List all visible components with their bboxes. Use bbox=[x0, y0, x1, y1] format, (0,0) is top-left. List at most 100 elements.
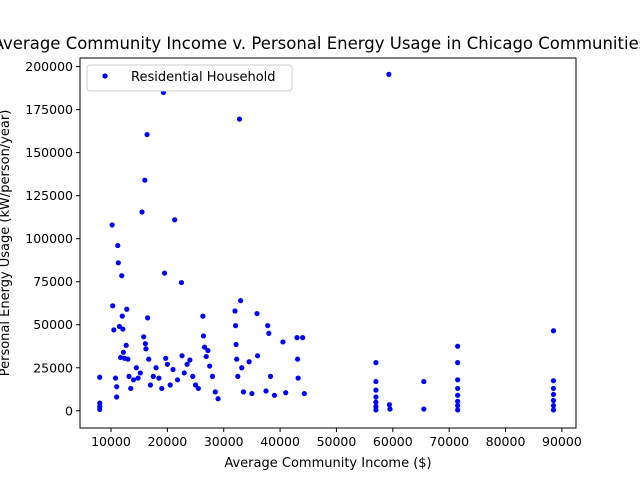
data-point bbox=[117, 354, 124, 361]
data-point bbox=[295, 375, 301, 381]
data-point bbox=[232, 308, 238, 314]
data-point bbox=[550, 403, 557, 409]
data-point bbox=[139, 209, 145, 215]
x-tick-label: 30000 bbox=[204, 434, 244, 449]
data-point bbox=[265, 323, 271, 329]
data-point bbox=[120, 349, 126, 355]
data-point bbox=[236, 116, 243, 122]
data-point bbox=[146, 356, 152, 362]
data-point bbox=[373, 360, 379, 366]
data-point bbox=[147, 382, 154, 388]
data-point bbox=[246, 359, 252, 365]
data-point bbox=[172, 217, 178, 223]
data-point bbox=[455, 403, 461, 409]
data-point bbox=[120, 326, 126, 332]
data-point bbox=[156, 375, 162, 381]
data-point bbox=[181, 370, 187, 376]
data-point bbox=[144, 131, 150, 138]
data-point bbox=[373, 378, 379, 385]
data-point bbox=[179, 353, 185, 359]
data-point bbox=[153, 365, 159, 371]
y-tick-label: 100000 bbox=[25, 231, 73, 246]
data-point bbox=[141, 334, 147, 340]
data-point bbox=[239, 365, 245, 371]
data-point bbox=[200, 313, 206, 319]
data-point bbox=[386, 402, 393, 408]
data-point bbox=[115, 242, 121, 249]
data-point bbox=[550, 328, 557, 334]
data-point bbox=[455, 343, 461, 349]
data-point bbox=[97, 374, 103, 380]
data-point bbox=[386, 71, 392, 77]
data-point bbox=[137, 370, 143, 376]
x-axis-label: Average Community Income ($) bbox=[224, 456, 431, 471]
data-point bbox=[249, 390, 255, 397]
data-point bbox=[421, 378, 427, 385]
data-point bbox=[126, 373, 132, 379]
data-point bbox=[215, 396, 221, 402]
data-point bbox=[209, 373, 216, 379]
x-tick-label: 20000 bbox=[147, 434, 187, 449]
data-point bbox=[184, 361, 190, 367]
data-point bbox=[212, 389, 218, 395]
data-point bbox=[97, 406, 103, 413]
data-point bbox=[195, 385, 201, 392]
data-point bbox=[178, 279, 185, 286]
data-point bbox=[161, 270, 168, 276]
x-tick-label: 40000 bbox=[260, 434, 300, 449]
data-point bbox=[294, 356, 301, 362]
data-point bbox=[280, 339, 286, 345]
data-point bbox=[110, 303, 116, 309]
data-point bbox=[111, 327, 117, 333]
data-point bbox=[159, 385, 165, 392]
data-points bbox=[97, 71, 557, 413]
data-point bbox=[455, 385, 461, 392]
data-point bbox=[192, 382, 199, 388]
y-tick-label: 50000 bbox=[33, 317, 73, 332]
x-tick-label: 90000 bbox=[542, 434, 582, 449]
data-point bbox=[133, 365, 139, 371]
data-point bbox=[142, 177, 148, 183]
y-tick-label: 75000 bbox=[33, 274, 73, 289]
data-point bbox=[119, 313, 125, 319]
data-point bbox=[205, 347, 211, 354]
data-point bbox=[128, 385, 134, 392]
data-point bbox=[455, 360, 461, 366]
data-point bbox=[373, 387, 379, 393]
chart-title: Average Community Income v. Personal Ene… bbox=[0, 34, 640, 53]
data-point bbox=[232, 323, 239, 329]
y-tick-label: 150000 bbox=[25, 145, 73, 160]
data-point bbox=[300, 335, 306, 341]
legend-box bbox=[86, 64, 293, 92]
data-point bbox=[190, 373, 196, 379]
data-point bbox=[373, 394, 379, 400]
data-point bbox=[119, 273, 125, 279]
data-point bbox=[240, 389, 247, 395]
y-tick-label: 0 bbox=[65, 403, 73, 418]
data-point bbox=[263, 388, 269, 394]
data-point bbox=[235, 373, 241, 379]
data-point bbox=[283, 390, 289, 396]
data-point bbox=[115, 260, 121, 266]
data-point bbox=[455, 377, 461, 383]
legend-label: Residential Household bbox=[131, 70, 276, 85]
data-point bbox=[207, 363, 213, 369]
data-point bbox=[254, 353, 261, 359]
data-point bbox=[301, 390, 307, 397]
data-point bbox=[266, 330, 272, 336]
data-point bbox=[114, 384, 120, 390]
data-point bbox=[135, 375, 141, 381]
data-point bbox=[455, 407, 461, 413]
data-point bbox=[254, 310, 260, 317]
x-tick-label: 70000 bbox=[429, 434, 469, 449]
data-point bbox=[238, 298, 244, 304]
data-point bbox=[187, 357, 193, 363]
x-axis: 10000 20000 30000 40000 50000 60000 70000 80000… bbox=[91, 428, 582, 449]
data-point bbox=[233, 341, 239, 348]
y-tick-label: 200000 bbox=[25, 59, 73, 74]
data-point bbox=[114, 394, 120, 400]
data-point bbox=[130, 377, 137, 383]
plot-area-frame bbox=[79, 57, 577, 429]
data-point bbox=[123, 342, 129, 348]
data-point bbox=[455, 398, 461, 404]
